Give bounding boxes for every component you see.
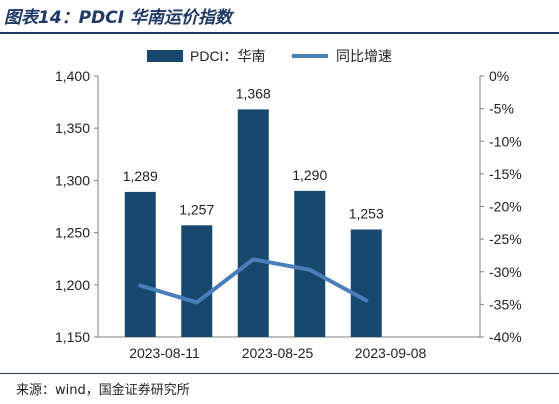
data-label: 1,253	[349, 205, 384, 221]
right-tick-label: -30%	[489, 264, 522, 280]
left-tick-label: 1,200	[55, 277, 90, 293]
chart: PDCI：华南 同比增速 1,400 1,350 1,300 1,250 1,200 1,…	[55, 48, 522, 361]
left-tick-label: 1,350	[55, 120, 90, 136]
left-tick-label: 1,250	[55, 225, 90, 241]
right-tick-label: -25%	[489, 231, 522, 247]
legend-swatch-bar	[147, 50, 183, 62]
bar	[237, 109, 269, 338]
left-tick-label: 1,150	[55, 329, 90, 345]
data-label: 1,257	[179, 201, 214, 217]
title-rule	[0, 32, 559, 34]
source-note: 来源：wind，国金证券研究所	[16, 383, 190, 398]
left-tick-label: 1,300	[55, 172, 90, 188]
right-tick-label: -20%	[489, 199, 522, 215]
left-tick-label: 1,400	[55, 68, 90, 84]
bar	[124, 191, 156, 337]
bar	[294, 190, 326, 337]
right-tick-label: -10%	[489, 133, 522, 149]
source-rule	[0, 373, 559, 374]
legend: PDCI：华南 同比增速	[147, 48, 392, 64]
right-tick-label: -35%	[489, 296, 522, 312]
right-tick-label: -40%	[489, 329, 522, 345]
legend-label-bar: PDCI：华南	[190, 48, 265, 64]
data-label: 1,289	[123, 168, 158, 184]
data-label: 1,290	[292, 167, 327, 183]
data-label: 1,368	[236, 85, 271, 101]
yoy-growth-line	[138, 257, 369, 305]
x-tick-label: 2023-08-25	[242, 345, 314, 361]
bar	[181, 225, 213, 337]
x-tick-label: 2023-08-11	[129, 345, 200, 361]
legend-label-line: 同比增速	[336, 48, 392, 64]
bar	[350, 229, 382, 337]
right-tick-label: 0%	[489, 68, 509, 84]
chart-title: 图表14：PDCI 华南运价指数	[4, 8, 232, 28]
right-tick-label: -15%	[489, 166, 522, 182]
x-tick-label: 2023-09-08	[355, 345, 427, 361]
right-tick-label: -5%	[489, 101, 514, 117]
